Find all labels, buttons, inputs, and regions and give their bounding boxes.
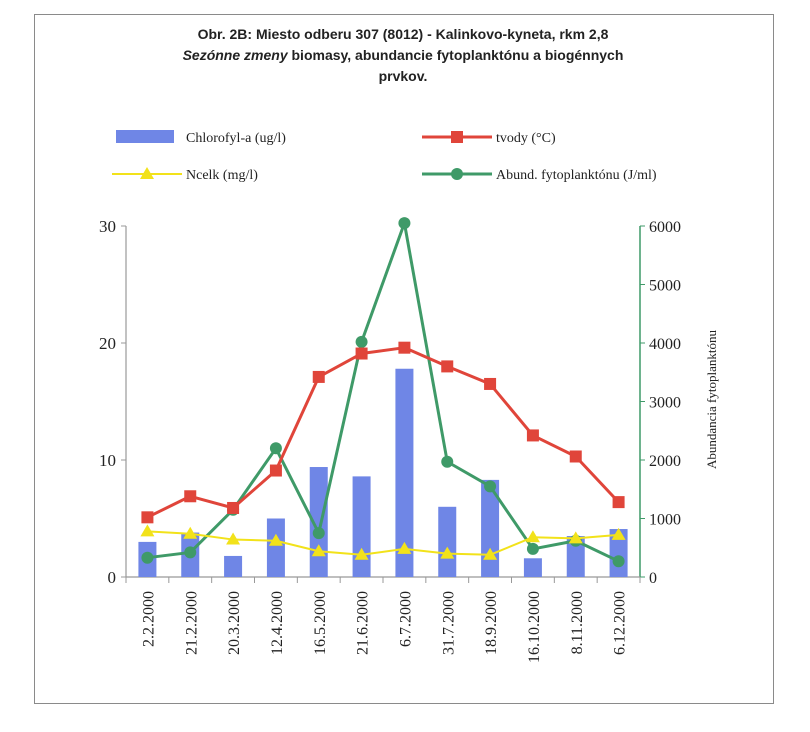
x-tick-label: 16.5.2000 xyxy=(312,591,329,655)
y-right-tick-label: 2000 xyxy=(649,453,681,470)
legend-item-2: tvody (°C) xyxy=(422,131,556,146)
abundance-point xyxy=(398,217,411,230)
temperature-point xyxy=(612,496,625,509)
bar-chlorophyll xyxy=(266,518,285,577)
abundance-point xyxy=(141,551,154,564)
nitrogen-point xyxy=(140,524,155,537)
x-tick-label: 2.2.2000 xyxy=(140,591,157,647)
nitrogen-point xyxy=(525,530,540,543)
y-left-tick-label: 30 xyxy=(99,217,116,236)
chart-subtitle-italic: Sezónne zmeny xyxy=(182,47,288,63)
abundance-point xyxy=(269,442,282,455)
legend-swatch-marker xyxy=(140,167,154,179)
temperature-point xyxy=(312,370,325,383)
chart-subtitle: Sezónne zmeny biomasy, abundancie fytopl… xyxy=(34,45,772,66)
x-tick-label: 6.7.2000 xyxy=(397,591,414,647)
x-tick-label: 6.12.2000 xyxy=(612,591,629,655)
legend-label: Abund. fytoplanktónu (J/ml) xyxy=(496,168,657,183)
legend-item-3: Ncelk (mg/l) xyxy=(112,167,258,183)
x-tick-label: 31.7.2000 xyxy=(440,591,457,655)
abundance-point xyxy=(355,335,368,348)
bar-chlorophyll xyxy=(352,476,371,577)
x-tick-label: 21.2.2000 xyxy=(183,591,200,655)
abundance-line xyxy=(147,221,620,563)
nitrogen-point xyxy=(397,541,412,554)
legend-swatch-bar xyxy=(116,130,174,143)
x-tick-label: 16.10.2000 xyxy=(526,591,543,663)
legend-label: Chlorofyl-a (ug/l) xyxy=(186,131,286,146)
y-left-tick-label: 10 xyxy=(99,451,116,470)
x-tick-label: 21.6.2000 xyxy=(355,591,372,655)
nitrogen-point xyxy=(226,532,241,545)
legend-label: Ncelk (mg/l) xyxy=(186,168,258,183)
chart-subtitle-line3: prvkov. xyxy=(378,68,428,84)
chart-title-block: Obr. 2B: Miesto odberu 307 (8012) - Kali… xyxy=(34,24,772,87)
legend-item-1: Chlorofyl-a (ug/l) xyxy=(116,130,286,146)
bar-chlorophyll xyxy=(395,368,414,577)
nitrogen-line xyxy=(147,530,619,556)
y-left-tick-label: 20 xyxy=(99,334,116,353)
x-tick-label: 18.9.2000 xyxy=(483,591,500,655)
abundance-point xyxy=(184,546,197,559)
y-right-tick-label: 1000 xyxy=(649,512,681,529)
abundance-point xyxy=(441,455,454,468)
bar-chlorophyll xyxy=(566,536,585,577)
nitrogen-point xyxy=(268,533,283,546)
x-tick-label: 20.3.2000 xyxy=(226,591,243,655)
y-right-tick-label: 3000 xyxy=(649,395,681,412)
chart-title: Obr. 2B: Miesto odberu 307 (8012) - Kali… xyxy=(197,26,609,42)
chart-frame xyxy=(34,14,774,704)
temperature-point xyxy=(184,490,197,503)
nitrogen-point xyxy=(311,544,326,557)
abundance-point xyxy=(612,555,625,568)
temperature-point xyxy=(569,450,582,463)
abundance-point xyxy=(526,542,539,555)
temperature-point xyxy=(227,501,240,514)
legend-swatch-marker xyxy=(451,131,463,143)
abundance-point xyxy=(312,527,325,540)
y-right-axis-title: Abundancia fytoplanktónu xyxy=(704,330,719,469)
bar-chlorophyll xyxy=(438,506,457,577)
y-right-tick-label: 4000 xyxy=(649,336,681,353)
legend-swatch-marker xyxy=(451,168,463,180)
temperature-point xyxy=(484,377,497,390)
bar-chlorophyll xyxy=(523,558,542,577)
temperature-point xyxy=(441,360,454,373)
temperature-point xyxy=(526,429,539,442)
nitrogen-point xyxy=(183,526,198,539)
temperature-point xyxy=(398,341,411,354)
x-tick-label: 8.11.2000 xyxy=(569,591,586,654)
temperature-point xyxy=(141,511,154,524)
y-left-tick-label: 0 xyxy=(108,568,117,587)
y-right-tick-label: 0 xyxy=(649,570,657,587)
nitrogen-point xyxy=(483,547,498,560)
legend-label: tvody (°C) xyxy=(496,131,556,146)
bar-chlorophyll xyxy=(224,555,243,577)
nitrogen-point xyxy=(568,531,583,544)
nitrogen-point xyxy=(440,546,455,559)
legend-item-4: Abund. fytoplanktónu (J/ml) xyxy=(422,168,657,183)
temperature-line xyxy=(146,346,620,519)
nitrogen-point xyxy=(611,527,626,540)
x-tick-label: 12.4.2000 xyxy=(269,591,286,655)
nitrogen-point xyxy=(354,547,369,560)
abundance-point xyxy=(484,480,497,493)
y-right-tick-label: 5000 xyxy=(649,278,681,295)
chart-subtitle-rest: biomasy, abundancie fytoplanktónu a biog… xyxy=(291,47,624,63)
temperature-point xyxy=(355,347,368,360)
y-right-tick-label: 6000 xyxy=(649,219,681,236)
temperature-point xyxy=(269,464,282,477)
